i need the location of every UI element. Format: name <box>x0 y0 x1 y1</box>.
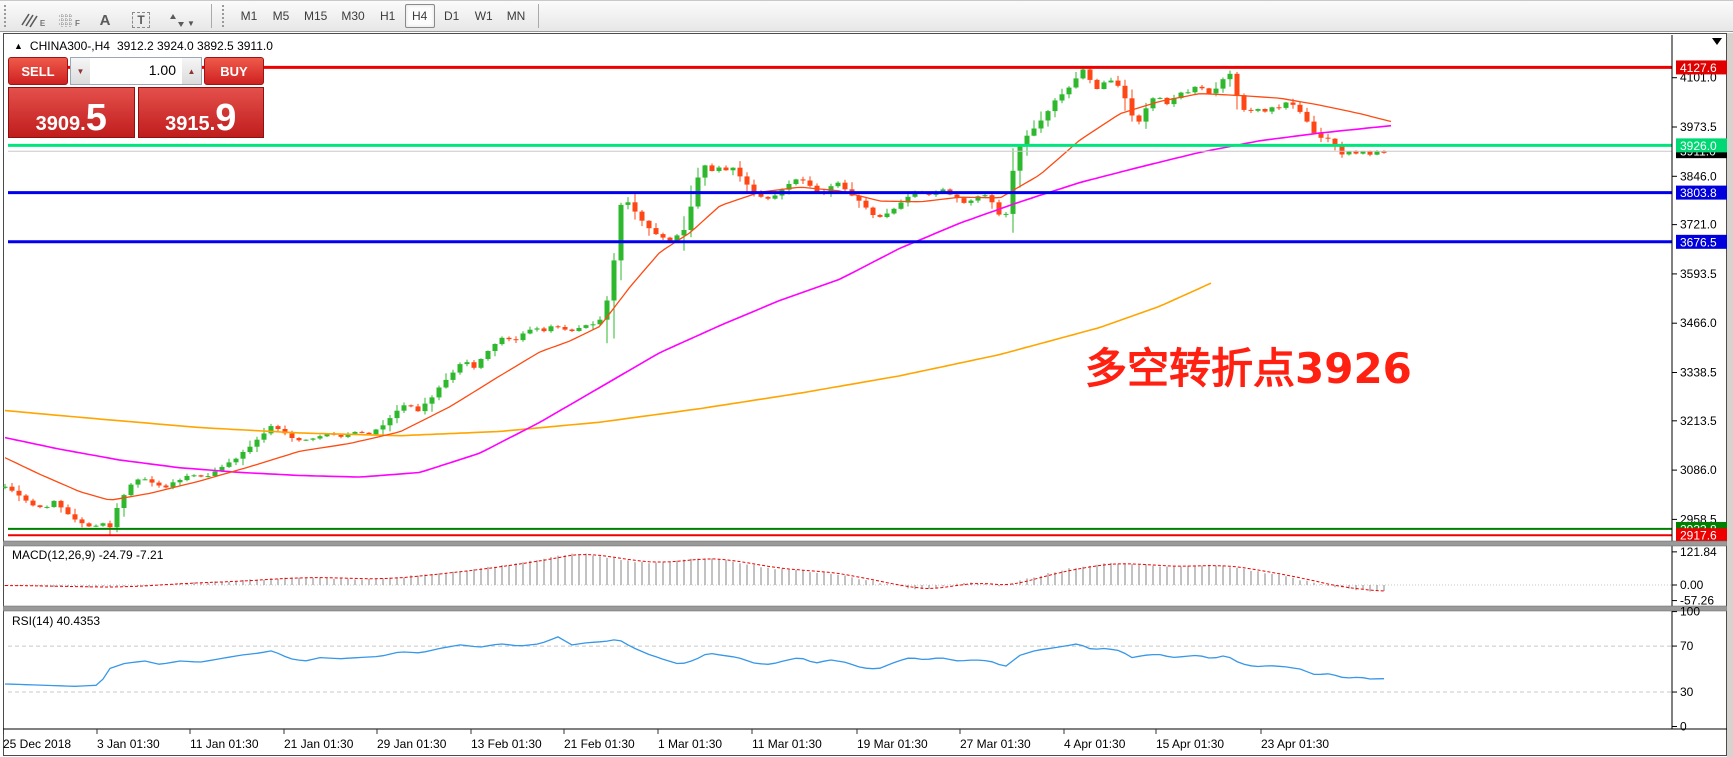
macd-panel: 121.84 0.00 -57.26 <box>4 545 1717 608</box>
chart-toolbar: E F A T ▼ M1 M5 M15 M30 H1 H4 D1 W1 MN <box>0 0 1733 32</box>
timeframe-button-mn[interactable]: MN <box>501 4 532 28</box>
svg-text:3086.0: 3086.0 <box>1680 463 1717 477</box>
macd-indicator-label: MACD(12,26,9) -24.79 -7.21 <box>12 548 164 562</box>
moving-averages <box>4 93 1392 501</box>
timeframe-button-d1[interactable]: D1 <box>437 4 467 28</box>
svg-text:4127.6: 4127.6 <box>1680 61 1717 75</box>
svg-text:13 Feb 01:30: 13 Feb 01:30 <box>471 737 542 751</box>
timeframe-button-h4[interactable]: H4 <box>404 4 435 28</box>
svg-text:25 Dec 2018: 25 Dec 2018 <box>3 737 71 751</box>
buy-button[interactable]: BUY <box>204 57 264 85</box>
sell-button[interactable]: SELL <box>8 57 68 85</box>
window-edge <box>1727 33 1733 757</box>
arrows-glyph <box>170 14 185 27</box>
toolbar-grip[interactable] <box>4 5 11 27</box>
volume-spinner: ▼ 1.00 ▲ <box>70 57 202 85</box>
timeframe-button-w1[interactable]: W1 <box>469 4 499 28</box>
chevron-down-icon: ▼ <box>187 19 195 28</box>
cursor-tools-icon[interactable]: ▼ <box>161 3 203 29</box>
time-axis: 25 Dec 2018 3 Jan 01:30 11 Jan 01:30 21 Jan… <box>3 728 1727 751</box>
chart-area[interactable] <box>3 33 1727 756</box>
sell-price-pips: 5 <box>85 96 107 139</box>
chart-canvas[interactable]: 多空转折点39264101.03973.53846.03721.03593.53… <box>3 33 1727 754</box>
svg-text:3803.8: 3803.8 <box>1680 186 1717 200</box>
horizontal-lines <box>8 65 1672 537</box>
svg-text:0.00: 0.00 <box>1680 578 1704 592</box>
svg-text:15 Apr 01:30: 15 Apr 01:30 <box>1156 737 1224 751</box>
svg-text:30: 30 <box>1680 685 1694 699</box>
svg-text:27 Mar 01:30: 27 Mar 01:30 <box>960 737 1031 751</box>
buy-price-pips: 9 <box>215 96 237 139</box>
text-tool-letter: T <box>132 12 150 28</box>
svg-text:3 Jan 01:30: 3 Jan 01:30 <box>97 737 160 751</box>
rsi-panel: 100 70 30 0 <box>4 605 1700 734</box>
chart-annotation: 多空转折点3926 <box>1085 344 1412 393</box>
svg-text:4 Apr 01:30: 4 Apr 01:30 <box>1064 737 1126 751</box>
svg-text:21 Jan 01:30: 21 Jan 01:30 <box>284 737 354 751</box>
svg-text:23 Apr 01:30: 23 Apr 01:30 <box>1261 737 1329 751</box>
svg-text:3926.0: 3926.0 <box>1680 139 1717 153</box>
svg-text:1 Mar 01:30: 1 Mar 01:30 <box>658 737 722 751</box>
icon-sub-label: F <box>75 19 80 28</box>
timeframe-button-m30[interactable]: M30 <box>335 4 370 28</box>
toolbar-separator <box>538 4 540 28</box>
price-axis: 4101.03973.53846.03721.03593.53466.03338… <box>1671 35 1727 729</box>
svg-text:0: 0 <box>1680 720 1687 734</box>
svg-text:3676.5: 3676.5 <box>1680 235 1717 249</box>
one-click-trading-panel: SELL ▼ 1.00 ▲ BUY 3909. 5 3915. 9 <box>8 57 264 138</box>
buy-price-box[interactable]: 3915. 9 <box>137 87 264 139</box>
svg-text:3846.0: 3846.0 <box>1680 169 1717 183</box>
collapse-triangle-icon[interactable]: ▲ <box>14 41 23 51</box>
svg-text:19 Mar 01:30: 19 Mar 01:30 <box>857 737 928 751</box>
svg-text:100: 100 <box>1680 605 1700 619</box>
ohlc-values: 3912.2 3924.0 3892.5 3911.0 <box>116 39 273 53</box>
svg-text:29 Jan 01:30: 29 Jan 01:30 <box>377 737 447 751</box>
svg-text:11 Jan 01:30: 11 Jan 01:30 <box>190 737 259 751</box>
timeframe-button-m5[interactable]: M5 <box>266 4 296 28</box>
svg-text:21 Feb 01:30: 21 Feb 01:30 <box>564 737 635 751</box>
chart-title: ▲ CHINA300-,H4 3912.2 3924.0 3892.5 3911… <box>14 39 273 53</box>
icon-sub-label: E <box>39 19 46 28</box>
rsi-indicator-label: RSI(14) 40.4353 <box>12 614 101 628</box>
svg-text:121.84: 121.84 <box>1680 545 1717 559</box>
sell-price: 3909. <box>35 113 86 135</box>
hatch-chart-icon <box>21 13 38 28</box>
caret-down-icon: ▼ <box>76 66 85 76</box>
svg-text:2917.6: 2917.6 <box>1680 529 1717 543</box>
indicators-icon[interactable]: E <box>17 3 49 29</box>
toolbar-separator <box>211 4 212 28</box>
sell-price-box[interactable]: 3909. 5 <box>8 87 135 138</box>
volume-input[interactable]: 1.00 <box>148 62 176 78</box>
timeframe-button-h1[interactable]: H1 <box>373 4 403 28</box>
symbol-name: CHINA300-,H4 <box>29 39 110 53</box>
font-tool-icon[interactable]: A <box>89 3 121 29</box>
buy-price: 3915. <box>165 113 216 135</box>
svg-text:3721.0: 3721.0 <box>1680 218 1717 232</box>
grid-glyph <box>59 14 74 27</box>
volume-increase-button[interactable]: ▲ <box>182 58 201 84</box>
timeframe-button-m1[interactable]: M1 <box>234 4 264 28</box>
svg-text:70: 70 <box>1680 639 1694 653</box>
svg-text:3466.0: 3466.0 <box>1680 316 1717 330</box>
svg-text:3338.5: 3338.5 <box>1680 365 1717 379</box>
volume-decrease-button[interactable]: ▼ <box>71 58 90 84</box>
text-label-tool-icon[interactable]: T <box>125 3 157 29</box>
svg-text:3973.5: 3973.5 <box>1680 120 1717 134</box>
svg-text:3213.5: 3213.5 <box>1680 414 1717 428</box>
grid-icon[interactable]: F <box>53 3 85 29</box>
toolbar-grip[interactable] <box>222 5 229 27</box>
caret-up-icon: ▲ <box>187 66 196 76</box>
svg-text:11 Mar 01:30: 11 Mar 01:30 <box>752 737 822 751</box>
timeframe-button-group: M1 M5 M15 M30 H1 H4 D1 W1 MN <box>233 4 532 28</box>
font-tool-letter: A <box>99 12 111 29</box>
timeframe-button-m15[interactable]: M15 <box>298 4 333 28</box>
svg-text:-57.26: -57.26 <box>1680 594 1714 608</box>
svg-text:3593.5: 3593.5 <box>1680 267 1717 281</box>
scroll-to-latest-icon[interactable] <box>1712 38 1722 45</box>
